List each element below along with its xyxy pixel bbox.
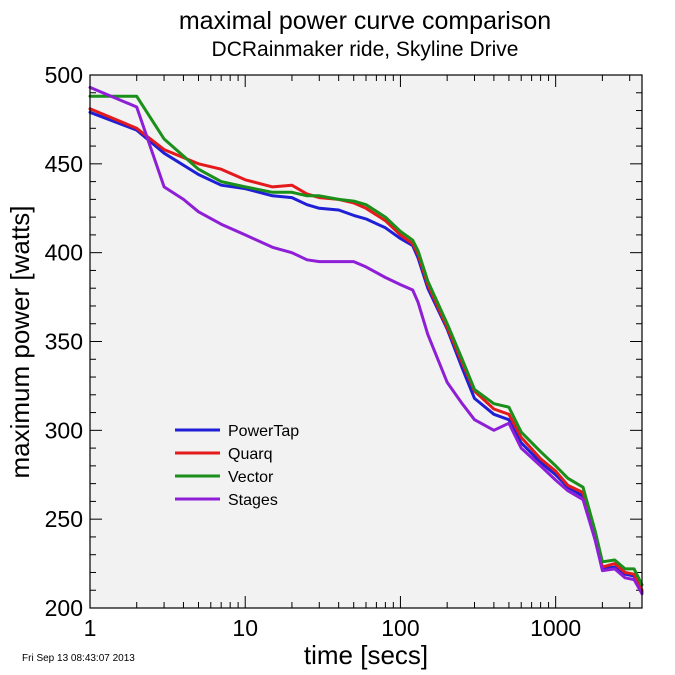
y-tick-label: 350 (45, 329, 83, 355)
legend: PowerTap Quarq Vector Stages (175, 423, 299, 509)
x-axis-title: time [secs] (304, 640, 428, 670)
series-line-vector (88, 94, 644, 587)
timestamp-footer: Fri Sep 13 08:43:07 2013 (22, 653, 135, 664)
legend-label: Quarq (228, 446, 272, 463)
plot-frame (89, 74, 643, 609)
x-tick-label: 1000 (530, 615, 581, 641)
y-tick-label: 200 (45, 595, 83, 621)
series-line-stages (88, 85, 644, 596)
y-tick-label: 300 (45, 417, 83, 443)
legend-label: Vector (228, 469, 274, 486)
y-tick-label: 500 (45, 62, 83, 88)
y-tick-label: 400 (45, 240, 83, 266)
x-tick-label: 1 (84, 615, 97, 641)
plot-area (90, 75, 642, 608)
y-tick-label: 450 (45, 151, 83, 177)
y-tick-label: 250 (45, 506, 83, 532)
y-axis-title: maximum power [watts] (5, 205, 35, 478)
x-tick-label: 100 (381, 615, 419, 641)
tick-labels: 1 10 100 1000 200 250 300 350 400 450 500 (45, 62, 582, 641)
chart-title: maximal power curve comparison (179, 7, 551, 35)
legend-label: PowerTap (228, 423, 299, 440)
chart-subtitle: DCRainmaker ride, Skyline Drive (212, 38, 519, 61)
series-lines (88, 85, 644, 596)
legend-label: Stages (228, 492, 278, 509)
x-tick-label: 10 (232, 615, 258, 641)
